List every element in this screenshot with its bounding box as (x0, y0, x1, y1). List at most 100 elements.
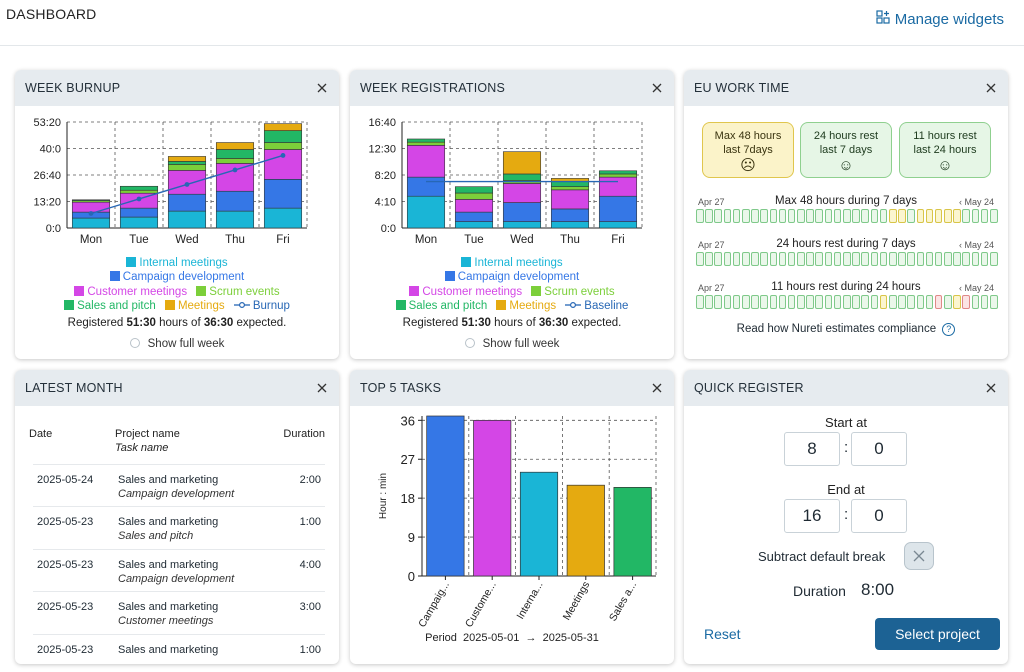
bar-segment (263, 130, 303, 143)
compliance-day-cell (916, 295, 925, 309)
compliance-day-cell (787, 295, 796, 309)
compliance-day-cell (824, 252, 833, 266)
reset-button[interactable]: Reset (704, 626, 741, 642)
end-hour-input[interactable]: 16 (784, 499, 840, 533)
bar-segment (454, 199, 494, 213)
compliance-day-cell (769, 295, 778, 309)
table-row[interactable]: 2025-05-24 Sales and marketing Campaign de… (33, 464, 325, 506)
registered-summary: Registered 51:30 hours of 36:30 expected… (402, 317, 622, 329)
table-row[interactable]: 2025-05-23 Sales and marketing 1:00 (33, 634, 325, 664)
compliance-day-cell (705, 252, 713, 266)
compliance-day-cell (732, 209, 741, 223)
compliance-day-cell (815, 209, 824, 223)
compliance-day-cell (741, 209, 750, 223)
select-project-button[interactable]: Select project (875, 618, 1000, 650)
subtract-break-toggle[interactable] (904, 542, 934, 570)
compliance-day-cell (898, 295, 906, 309)
table-row[interactable]: 2025-05-23 Sales and marketing Customer me… (33, 591, 325, 633)
top-tasks-chart: 0 9 18 27 36 Hour : min Campaig... Custome... In… (378, 413, 657, 629)
x-tick-label: Meetings (561, 580, 593, 623)
burnup-point (184, 182, 190, 187)
close-icon[interactable] (650, 381, 664, 395)
week-burnup-card: WEEK BURNUP 0:0 13:20 26:40 40:0 53:20 Mon Tue… (15, 70, 339, 359)
compliance-day-cell (696, 295, 704, 309)
happy-face-icon: ☺ (937, 157, 953, 174)
bar-segment (598, 221, 638, 229)
compliance-day-cell (925, 295, 934, 309)
compliance-day-cell (953, 209, 961, 223)
burnup-point (280, 153, 286, 158)
bar-segment (454, 186, 494, 194)
table-row[interactable]: 2025-05-23 Sales and marketing Campaign de… (33, 549, 325, 591)
compliance-day-cell (852, 209, 860, 223)
column-header-duration: Duration (283, 428, 325, 440)
checkbox[interactable] (464, 338, 475, 348)
legend-item: Scrum events (196, 285, 280, 299)
bar-segment (598, 176, 638, 197)
compliance-day-cell (824, 295, 833, 309)
bar-segment (406, 176, 446, 197)
start-minute-input[interactable]: 0 (851, 432, 907, 466)
y-tick-label: 0:0 (381, 223, 396, 235)
help-icon[interactable]: ? (942, 323, 956, 336)
compliance-day-cell (916, 252, 925, 266)
bar-segment (215, 142, 255, 150)
x-tick-label: Interna... (514, 580, 545, 622)
start-hour-input[interactable]: 8 (784, 432, 840, 466)
compliance-day-cell (751, 209, 759, 223)
y-tick-label: 40:0 (40, 144, 61, 156)
compliance-day-cell (898, 209, 906, 223)
compliance-day-cell (760, 252, 768, 266)
compliance-day-cell (934, 252, 943, 266)
compliance-day-cell (870, 295, 879, 309)
x-tick-label: Mon (415, 234, 437, 246)
compliance-day-cell (806, 252, 814, 266)
bar-segment (119, 207, 159, 218)
x-tick-label: Fri (276, 234, 289, 246)
end-minute-input[interactable]: 0 (851, 499, 907, 533)
bar-segment (502, 183, 542, 203)
compliance-day-cell (980, 252, 989, 266)
x-tick-label: Thu (225, 234, 245, 246)
burnup-point (232, 167, 238, 173)
compliance-day-cell (861, 295, 869, 309)
legend-item: Campaign development (444, 270, 579, 284)
compliance-day-cell (806, 209, 814, 223)
close-icon[interactable] (650, 81, 664, 95)
show-full-week-toggle[interactable]: Show full week (350, 338, 674, 350)
column-header-project: Project name (115, 428, 180, 440)
legend-item: Internal meetings (126, 256, 228, 270)
close-icon[interactable] (315, 81, 329, 95)
manage-widgets-button[interactable]: Manage widgets (876, 10, 1004, 28)
compliance-day-cell (907, 252, 915, 266)
11-hours-rest-status: 11 hours rest last 24 hours ☺ (899, 122, 991, 178)
table-row[interactable]: 2025-05-23 Sales and marketing Sales and p… (33, 506, 325, 548)
compliance-day-cell (843, 209, 851, 223)
read-compliance-link[interactable]: Read how Nureti estimates compliance ? (684, 323, 1008, 336)
y-tick-label: 36 (401, 413, 415, 428)
top-bar: DASHBOARD Manage widgets (0, 0, 1024, 46)
compliance-day-cell (815, 252, 824, 266)
duration-value: 8:00 (861, 580, 895, 599)
y-tick-label: 12:30 (368, 144, 396, 156)
compliance-day-cell (870, 209, 879, 223)
compliance-day-cell (971, 209, 980, 223)
bar-segment (167, 156, 207, 162)
legend-item: Sales and pitch (395, 299, 487, 313)
checkbox[interactable] (129, 338, 140, 348)
compliance-day-cell (944, 209, 952, 223)
week-registrations-chart: 0:0 4:10 8:20 12:30 16:40 Mon Tue Wed Thu Fri (368, 117, 643, 246)
compliance-day-cell (723, 209, 732, 223)
close-icon (913, 550, 925, 562)
compliance-cells (696, 209, 998, 223)
compliance-day-cell (751, 252, 759, 266)
close-icon[interactable] (315, 381, 329, 395)
compliance-cells (696, 295, 998, 309)
task-bar (566, 484, 605, 577)
close-icon[interactable] (984, 81, 998, 95)
y-tick-label: 26:40 (33, 170, 61, 182)
show-full-week-toggle[interactable]: Show full week (15, 338, 339, 350)
legend-item: Customer meetings (74, 285, 187, 299)
close-icon[interactable] (984, 381, 998, 395)
widgets-icon (876, 10, 890, 28)
